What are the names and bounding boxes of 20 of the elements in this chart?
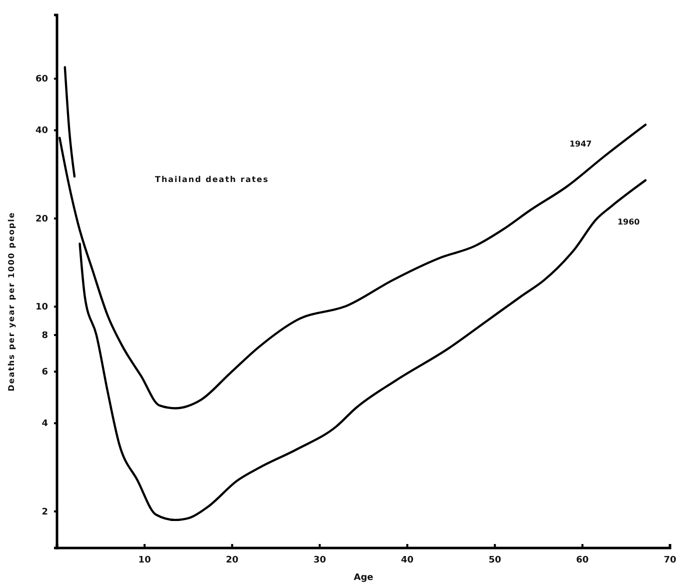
- x-tick-label: 40: [401, 555, 414, 566]
- y-tick-label: 40: [35, 126, 48, 136]
- x-tick-label: 70: [664, 555, 676, 566]
- x-tick-label: 20: [226, 555, 238, 566]
- annotation: Thailand death rates: [155, 175, 269, 184]
- y-tick-label: 10: [35, 302, 48, 313]
- y-axis-title: Deaths per year per 1000 people: [7, 212, 16, 392]
- x-tick-label: 50: [488, 555, 502, 566]
- series-label: 1947: [569, 140, 592, 149]
- x-tick-label: 10: [138, 555, 151, 566]
- y-tick-label: 2: [42, 507, 48, 518]
- y-tick-label: 6: [42, 368, 48, 378]
- y-tick-label: 4: [42, 419, 48, 430]
- series-label: 1960: [617, 217, 640, 226]
- x-tick-label: 30: [313, 555, 326, 566]
- x-axis-title: Age: [354, 573, 374, 583]
- y-tick-label: 20: [35, 214, 48, 224]
- x-tick-label: 60: [576, 555, 589, 566]
- y-tick-label: 8: [42, 330, 48, 341]
- y-tick-label: 60: [35, 74, 48, 85]
